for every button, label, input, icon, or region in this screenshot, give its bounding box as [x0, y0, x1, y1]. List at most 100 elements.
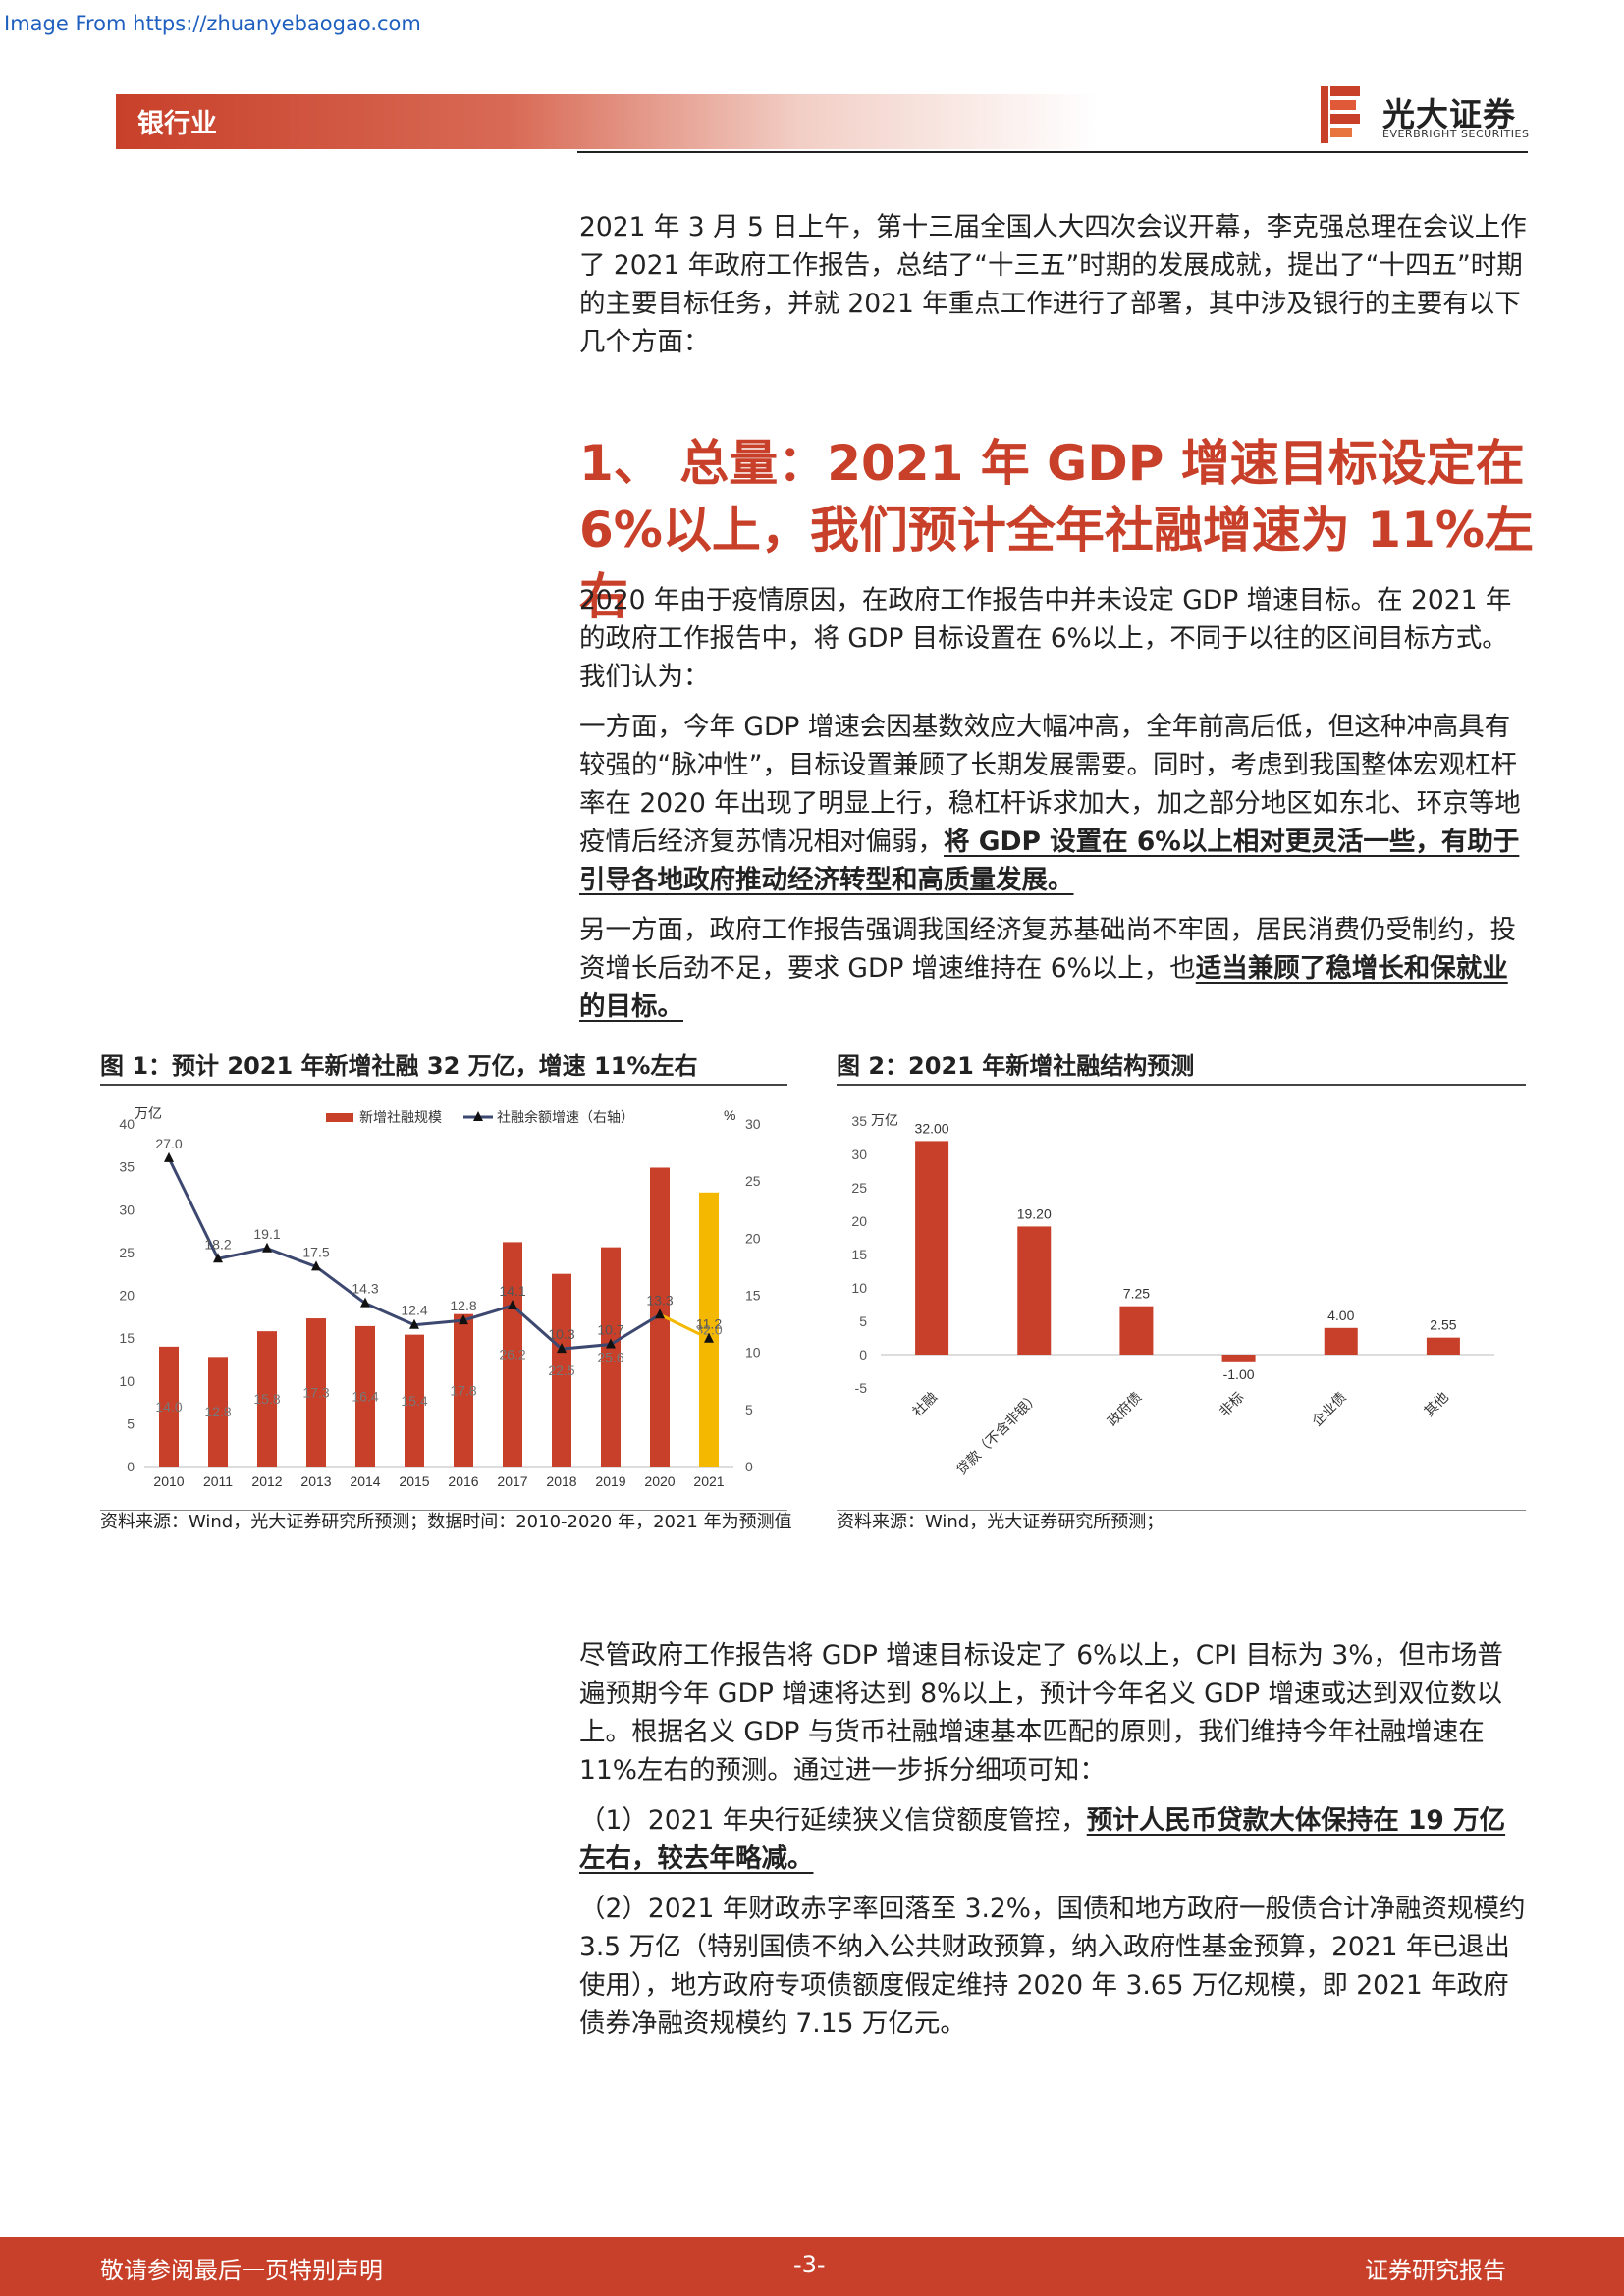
y-right-tick-label: 5: [745, 1402, 753, 1417]
figure-1-source: 资料来源：Wind，光大证券研究所预测；数据时间：2010-2020 年，202…: [100, 1512, 792, 1532]
bar-value-label: 17.3: [302, 1385, 329, 1401]
paragraph-6: （2）2021 年财政赤字率回落至 3.2%，国债和地方政府一般债合计净融资规模…: [579, 1894, 1526, 2039]
bar: [405, 1334, 424, 1467]
growth-value-label: 12.8: [450, 1298, 476, 1313]
x-tick-label: 2011: [203, 1473, 233, 1489]
x-tick-label: 2014: [350, 1473, 380, 1489]
figure-2-bottom-rule: [837, 1510, 1526, 1511]
growth-marker: [557, 1343, 567, 1354]
x-tick-label: 2020: [644, 1473, 675, 1489]
paragraph-5-highlight: 预计人民币贷款大体保持在 19 万亿左右，较去年略减。: [579, 1805, 1506, 1874]
x-tick-label: 社融: [909, 1389, 940, 1419]
growth-value-label: 18.2: [204, 1236, 231, 1252]
y-left-tick-label: 20: [119, 1288, 135, 1304]
y-left-tick-label: 35: [119, 1159, 135, 1175]
y-tick-label: 0: [859, 1347, 867, 1362]
growth-value-label: 12.4: [401, 1303, 427, 1318]
y-left-tick-label: 10: [119, 1373, 135, 1389]
bar-value-label: 17.8: [450, 1382, 476, 1398]
growth-marker: [311, 1260, 321, 1271]
bar-value-label: 4.00: [1327, 1308, 1354, 1323]
y-tick-label: 20: [851, 1213, 867, 1229]
bar: [306, 1318, 326, 1467]
growth-value-label: 10.7: [597, 1322, 623, 1338]
x-tick-label: 2017: [497, 1473, 527, 1489]
bar-value-label: 15.8: [253, 1391, 280, 1407]
growth-marker: [655, 1308, 665, 1319]
growth-marker: [606, 1338, 616, 1349]
bar: [1221, 1355, 1256, 1362]
bar-value-label: 15.4: [401, 1393, 427, 1409]
intro-paragraph: 2021 年 3 月 5 日上午，第十三届全国人大四次会议开幕，李克强总理在会议…: [579, 208, 1528, 361]
bar: [257, 1331, 277, 1467]
x-tick-label: 2012: [251, 1473, 282, 1489]
y-right-tick-label: 30: [745, 1116, 761, 1132]
bar: [1324, 1327, 1358, 1355]
y-unit: 万亿: [871, 1112, 898, 1128]
growth-value-label: 10.3: [548, 1326, 574, 1342]
logo-name: 光大证券: [1382, 95, 1516, 133]
legend-line-marker: [473, 1111, 483, 1121]
x-tick-label: 2010: [153, 1473, 184, 1489]
bar: [1017, 1226, 1052, 1355]
y-tick-label: 15: [851, 1247, 867, 1262]
x-tick-label: 2018: [546, 1473, 576, 1489]
figure-2-chart: -5 0 5 10 15 20 25 30 35 万亿 32.00 19.20 7.25 -1.00 4.0…: [851, 1112, 1494, 1477]
growth-value-label: 27.0: [155, 1136, 182, 1151]
bar-value-label: 32.00: [915, 1120, 949, 1136]
header-band: [116, 94, 1098, 149]
figure-1-rule: [100, 1084, 787, 1086]
y-left-tick-label: 15: [119, 1330, 135, 1346]
footer-report-type: 证券研究报告: [1365, 2257, 1506, 2284]
growth-marker: [459, 1314, 468, 1325]
y-tick-label: -5: [855, 1380, 868, 1396]
y-left-unit: 万亿: [135, 1105, 162, 1121]
bar-value-label: 22.5: [548, 1362, 574, 1378]
growth-marker: [409, 1318, 419, 1329]
y-left-tick-label: 5: [127, 1415, 135, 1431]
y-tick-label: 30: [851, 1147, 867, 1162]
bar: [208, 1357, 228, 1467]
bar-value-label: 12.8: [204, 1404, 231, 1419]
paragraph-3: 另一方面，政府工作报告强调我国经济复苏基础尚不牢固，居民消费仍受制约，投资增长后…: [579, 911, 1528, 1026]
bar: [552, 1273, 571, 1467]
bar: [355, 1325, 375, 1467]
bar-value-label: 7.25: [1123, 1286, 1150, 1302]
growth-marker: [164, 1151, 174, 1162]
figure-2-rule: [837, 1084, 1526, 1086]
legend-line-label: 社融余额增速（右轴）: [497, 1109, 634, 1125]
bar-value-label: 14.0: [155, 1399, 182, 1415]
x-tick-label: 2019: [595, 1473, 625, 1489]
paragraph-4: 尽管政府工作报告将 GDP 增速目标设定了 6%以上，CPI 目标为 3%，但市…: [579, 1640, 1503, 1786]
figure-1-title: 图 1：预计 2021 年新增社融 32 万亿，增速 11%左右: [100, 1052, 698, 1080]
growth-value-label: 19.1: [253, 1226, 280, 1242]
y-left-tick-label: 40: [119, 1116, 135, 1132]
figure-2-title: 图 2：2021 年新增社融结构预测: [837, 1052, 1195, 1080]
y-right-tick-label: 10: [745, 1345, 761, 1361]
page-number: -3-: [793, 2251, 826, 2278]
y-right-unit: %: [724, 1107, 735, 1123]
growth-value-label: 14.1: [499, 1283, 525, 1299]
bar-value-label: 2.55: [1430, 1317, 1456, 1333]
header-divider: [577, 151, 1528, 153]
source-link[interactable]: Image From https://zhuanyebaogao.com: [4, 12, 421, 35]
growth-marker: [262, 1242, 272, 1253]
bar: [699, 1192, 719, 1467]
y-tick-label: 35: [851, 1113, 867, 1129]
bar-value-label: 26.2: [499, 1347, 525, 1362]
everbright-logo-icon: [1321, 86, 1360, 143]
bar: [159, 1346, 179, 1467]
bar: [915, 1141, 949, 1355]
y-left-tick-label: 0: [127, 1459, 135, 1474]
bar: [1119, 1306, 1154, 1355]
growth-line-forecast: [659, 1312, 710, 1341]
paragraph-5-text: （1）2021 年央行延续狭义信贷额度管控，: [579, 1805, 1087, 1836]
figure-2-source: 资料来源：Wind，光大证券研究所预测；: [837, 1512, 1164, 1532]
bar-value-label: 19.20: [1017, 1205, 1052, 1221]
footer-disclaimer: 敬请参阅最后一页特别声明: [100, 2257, 383, 2284]
x-tick-label: 非标: [1217, 1389, 1247, 1419]
section-heading: 1、 总量：2021 年 GDP 增速目标设定在 6%以上，我们预计全年社融增速…: [579, 435, 1534, 625]
bar: [503, 1242, 522, 1467]
paragraph-2-text: 一方面，今年 GDP 增速会因基数效应大幅冲高，全年前高后低，但这种冲高具有较强…: [579, 712, 1521, 857]
footer-bar: 敬请参阅最后一页特别声明 -3- 证券研究报告: [0, 2237, 1624, 2296]
